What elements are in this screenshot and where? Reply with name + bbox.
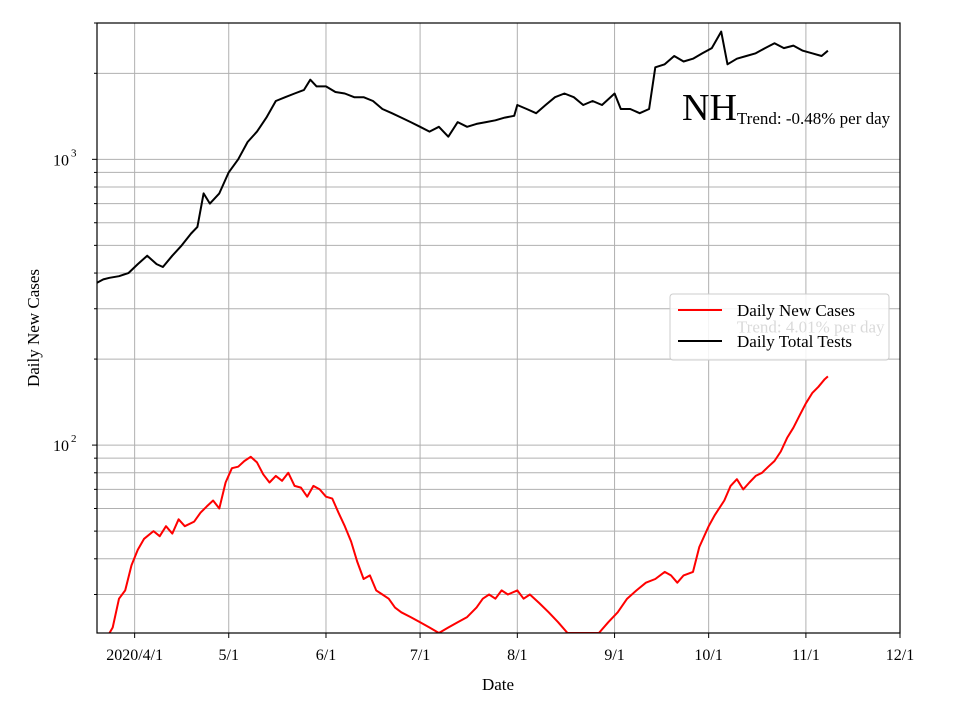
y-tick-label: 10 2	[53, 433, 77, 455]
y-tick-exponent: 3	[71, 147, 77, 159]
x-tick-label: 9/1	[604, 647, 624, 664]
grid-lines	[97, 22, 901, 633]
x-tick-label: 6/1	[316, 647, 336, 664]
axis-ticks: 2020/4/1 5/1 6/1 7/1 8/1 9/1 10/1 11/1 12/110 210…	[53, 22, 914, 664]
legend-label-daily-total-tests: Daily Total Tests	[737, 332, 852, 351]
y-tick-exponent: 2	[71, 433, 77, 445]
plot-frame	[96, 22, 901, 634]
series-line-daily-new-cases	[108, 375, 829, 633]
x-tick-label: 5/1	[219, 647, 239, 664]
legend: Daily New Cases Daily Total Tests	[669, 293, 890, 361]
y-axis-title: Daily New Cases	[24, 269, 43, 387]
x-tick-label: 11/1	[792, 647, 820, 664]
y-tick-base: 10	[53, 438, 69, 455]
legend-label-daily-new-cases: Daily New Cases	[737, 301, 855, 320]
plot-series	[97, 30, 829, 633]
x-tick-label: 2020/4/1	[106, 647, 163, 664]
trend-label-daily-total-tests: Trend: -0.48% per day	[737, 109, 891, 128]
legend-box	[669, 293, 890, 361]
y-tick-base: 10	[53, 152, 69, 169]
y-tick-label: 10 3	[53, 147, 77, 169]
x-tick-label: 12/1	[886, 647, 914, 664]
x-axis-title: Date	[482, 675, 514, 694]
x-tick-label: 8/1	[507, 647, 527, 664]
x-tick-label: 7/1	[410, 647, 430, 664]
x-tick-label: 10/1	[694, 647, 722, 664]
series-line-daily-total-tests	[97, 30, 829, 284]
state-label: NH	[682, 87, 737, 129]
